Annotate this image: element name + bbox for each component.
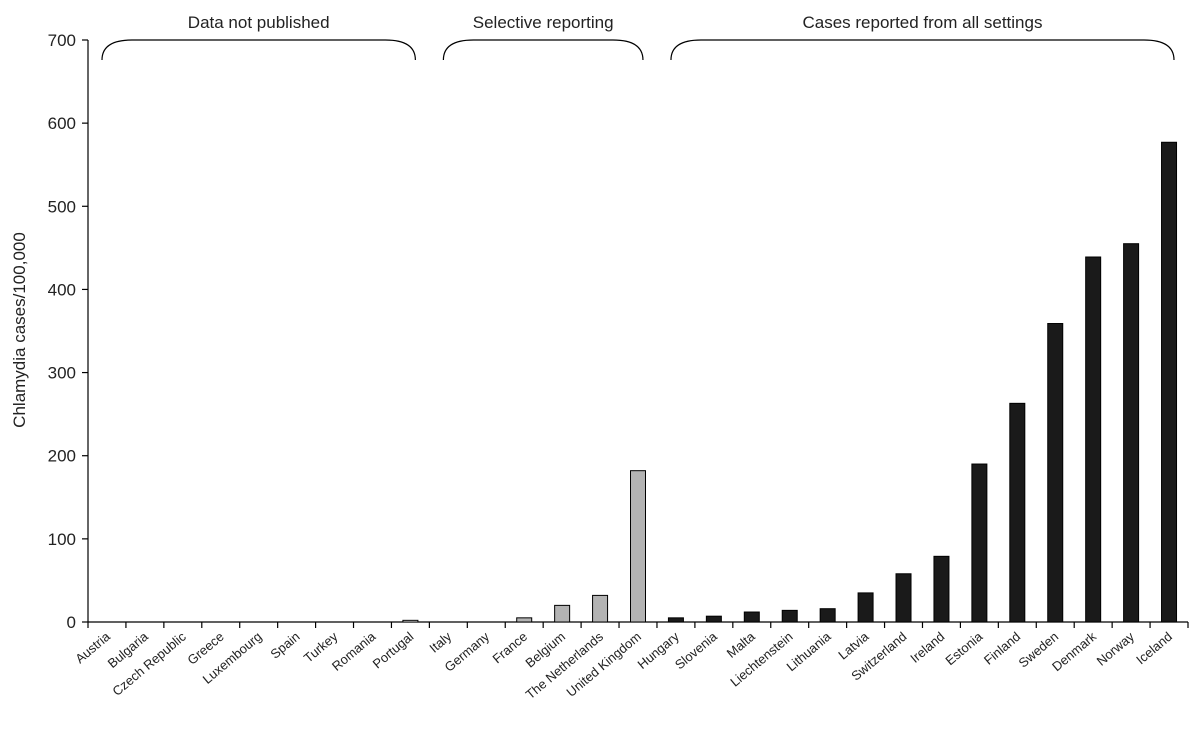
y-tick-label: 100 — [48, 530, 76, 549]
y-tick-label: 600 — [48, 114, 76, 133]
category-label: Portugal — [370, 629, 417, 672]
group-label: Selective reporting — [473, 13, 614, 32]
bar — [858, 593, 873, 622]
category-label: Ireland — [907, 629, 947, 666]
group-label: Data not published — [188, 13, 330, 32]
bar — [1010, 403, 1025, 622]
bar — [517, 618, 532, 622]
y-axis: 0 100 200 300 400 500 600 700 — [48, 31, 88, 632]
category-label: Iceland — [1133, 629, 1175, 667]
group-labels: Data not published Selective reporting Cas… — [188, 13, 1043, 32]
group-brace — [102, 40, 415, 60]
bar — [744, 612, 759, 622]
bars — [403, 142, 1177, 622]
bar — [972, 464, 987, 622]
y-tick-label: 400 — [48, 280, 76, 299]
bar — [593, 595, 608, 622]
y-tick-label: 700 — [48, 31, 76, 50]
bar — [782, 610, 797, 622]
category-label: Estonia — [942, 628, 985, 668]
bar — [896, 574, 911, 622]
bar — [1048, 324, 1063, 622]
bar — [631, 471, 646, 622]
y-axis-title: Chlamydia cases/100,000 — [10, 232, 29, 428]
category-label: Norway — [1094, 628, 1138, 668]
bar — [668, 618, 683, 622]
y-tick-label: 200 — [48, 447, 76, 466]
bar — [555, 605, 570, 622]
y-tick-label: 300 — [48, 364, 76, 383]
group-brace — [443, 40, 643, 60]
bar — [1086, 257, 1101, 622]
category-label: Romania — [329, 628, 379, 673]
group-brace — [671, 40, 1174, 60]
bar — [403, 620, 418, 622]
bar — [1124, 244, 1139, 622]
bar — [934, 556, 949, 622]
bar — [820, 609, 835, 622]
category-label: Spain — [267, 629, 302, 662]
category-label: Slovenia — [672, 628, 720, 672]
category-label: Italy — [426, 628, 454, 655]
y-tick-label: 0 — [67, 613, 76, 632]
group-braces — [102, 40, 1174, 60]
y-tick-label: 500 — [48, 197, 76, 216]
group-label: Cases reported from all settings — [802, 13, 1042, 32]
bar — [706, 616, 721, 622]
bar — [1162, 142, 1177, 622]
